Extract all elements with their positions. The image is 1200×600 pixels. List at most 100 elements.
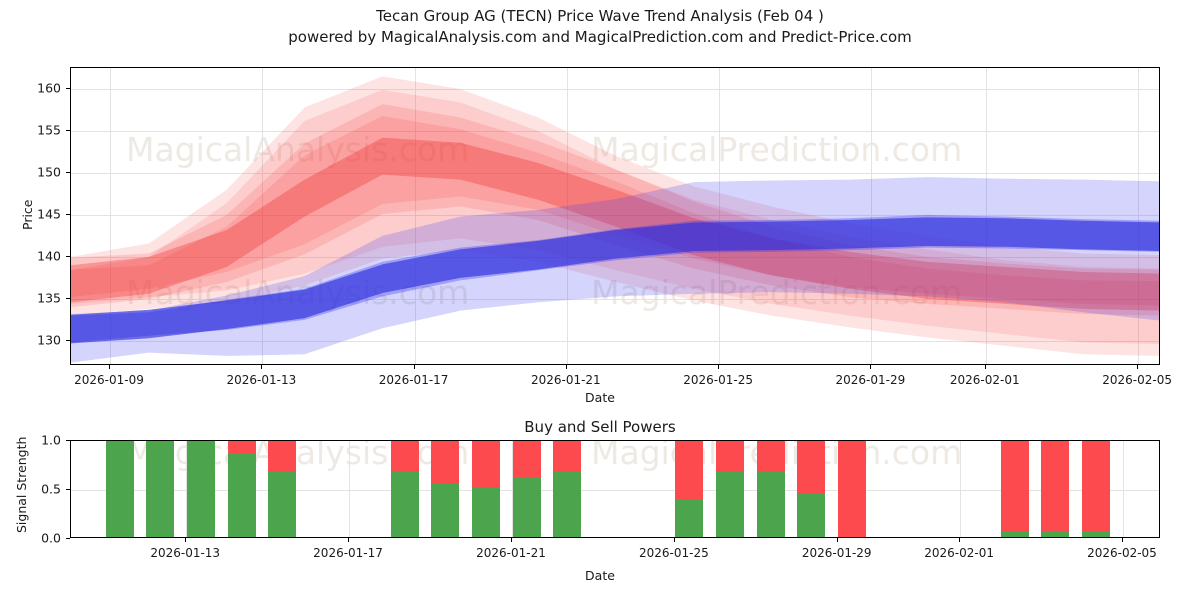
bar-segment-buy	[105, 441, 134, 537]
signal-y-tick-mark	[66, 440, 70, 441]
signal-bar[interactable]	[512, 441, 541, 537]
bar-segment-sell	[675, 441, 704, 500]
bar-segment-sell	[390, 441, 419, 472]
bar-segment-sell	[756, 441, 785, 473]
page-subtitle: powered by MagicalAnalysis.com and Magic…	[288, 28, 912, 46]
gridline	[1122, 441, 1124, 537]
gridline	[110, 68, 112, 364]
bar-segment-buy	[797, 492, 826, 537]
bar-segment-sell	[797, 441, 826, 493]
bar-segment-buy	[471, 488, 500, 537]
signal-x-tick-mark	[511, 538, 512, 542]
bar-segment-buy	[675, 499, 704, 537]
signal-bar[interactable]	[431, 441, 460, 537]
bar-segment-buy	[1000, 532, 1029, 537]
price-chart-panel: MagicalAnalysis.com MagicalPrediction.co…	[70, 67, 1160, 365]
signal-x-tick-label: 2026-01-29	[801, 546, 872, 560]
price-x-tick-mark	[413, 365, 415, 369]
signal-bar[interactable]	[146, 441, 175, 537]
wave-band-red-mid2	[71, 115, 1159, 306]
signal-y-tick-mark	[66, 538, 70, 539]
signal-y-axis-title: Signal Strength	[14, 436, 29, 533]
signal-bar[interactable]	[187, 441, 216, 537]
price-x-tick-label: 2026-01-21	[530, 373, 601, 387]
signal-bar[interactable]	[1000, 441, 1029, 537]
signal-bar[interactable]	[1081, 441, 1110, 537]
signal-x-tick-label: 2026-01-21	[476, 546, 546, 560]
bar-segment-buy	[715, 472, 744, 537]
price-y-tick-mark	[66, 255, 70, 257]
bar-segment-sell	[837, 441, 866, 537]
bar-segment-sell	[1041, 441, 1070, 532]
signal-x-tick-mark	[959, 538, 961, 542]
wave-band-red-mid	[71, 104, 1159, 316]
price-y-tick-label: 145	[37, 206, 61, 222]
signal-x-tick-label: 2026-01-13	[150, 546, 221, 560]
signal-bar[interactable]	[105, 441, 134, 537]
bar-segment-buy	[1081, 532, 1110, 537]
price-y-axis-title: Price	[20, 199, 35, 231]
bar-segment-sell	[187, 441, 216, 442]
gridline	[414, 68, 416, 364]
bar-segment-sell	[1081, 441, 1110, 533]
signal-bar[interactable]	[227, 441, 256, 537]
price-x-tick-mark	[109, 365, 111, 369]
signal-x-tick-mark	[673, 538, 675, 542]
price-x-tick-mark	[1137, 365, 1139, 369]
page-title: Tecan Group AG (TECN) Price Wave Trend A…	[376, 7, 824, 25]
gridline	[871, 68, 873, 364]
price-x-tick-label: 2026-01-13	[226, 373, 297, 387]
signal-bar[interactable]	[390, 441, 419, 537]
price-y-tick-mark	[66, 87, 70, 89]
gridline	[71, 298, 1159, 300]
wave-band-red-outer2	[71, 89, 1159, 345]
signal-bar[interactable]	[675, 441, 704, 537]
wave-band-red-outer	[71, 76, 1159, 356]
price-x-tick-mark	[984, 365, 986, 369]
signal-bar[interactable]	[268, 441, 297, 537]
signal-chart-title: Buy and Sell Powers	[524, 418, 676, 436]
bar-segment-buy	[431, 483, 460, 537]
price-y-tick-label: 140	[37, 248, 61, 264]
price-x-tick-label: 2026-02-01	[949, 373, 1020, 387]
price-x-tick-label: 2026-01-29	[835, 373, 906, 387]
wave-band-red-core	[71, 137, 1159, 311]
signal-chart-panel: MagicalAnalysis.com MagicalPrediction.co…	[70, 440, 1160, 538]
bar-segment-buy	[268, 471, 297, 537]
gridline	[262, 68, 264, 364]
bar-segment-sell	[1000, 441, 1029, 533]
gridline	[71, 340, 1159, 342]
signal-x-tick-label: 2026-01-17	[313, 546, 383, 560]
bar-segment-sell	[471, 441, 500, 488]
gridline	[349, 441, 351, 537]
signal-y-tick-label: 0.5	[41, 481, 61, 497]
price-y-tick-label: 150	[37, 164, 61, 180]
signal-bar[interactable]	[715, 441, 744, 537]
signal-bar[interactable]	[471, 441, 500, 537]
price-x-tick-label: 2026-01-17	[378, 373, 449, 387]
price-y-tick-label: 155	[37, 122, 61, 138]
bar-segment-buy	[512, 477, 541, 537]
gridline	[71, 88, 1159, 90]
bar-segment-buy	[553, 472, 582, 537]
signal-bar[interactable]	[1041, 441, 1070, 537]
gridline	[985, 68, 987, 364]
signal-bar[interactable]	[756, 441, 785, 537]
bar-segment-buy	[227, 453, 256, 537]
signal-bar[interactable]	[553, 441, 582, 537]
signal-x-tick-label: 2026-01-25	[638, 546, 709, 560]
price-x-axis-title: Date	[585, 390, 615, 405]
bar-segment-sell	[227, 441, 256, 454]
signal-bar[interactable]	[837, 441, 866, 537]
signal-bar[interactable]	[797, 441, 826, 537]
price-y-tick-label: 130	[37, 332, 61, 348]
bar-segment-buy	[390, 471, 419, 537]
gridline	[71, 214, 1159, 216]
bar-segment-buy	[1041, 531, 1070, 537]
gridline	[71, 490, 1159, 491]
gridline	[719, 68, 721, 364]
signal-y-tick-label: 1.0	[41, 432, 61, 448]
price-y-tick-mark	[66, 171, 70, 173]
signal-x-tick-label: 2026-02-01	[924, 546, 994, 560]
